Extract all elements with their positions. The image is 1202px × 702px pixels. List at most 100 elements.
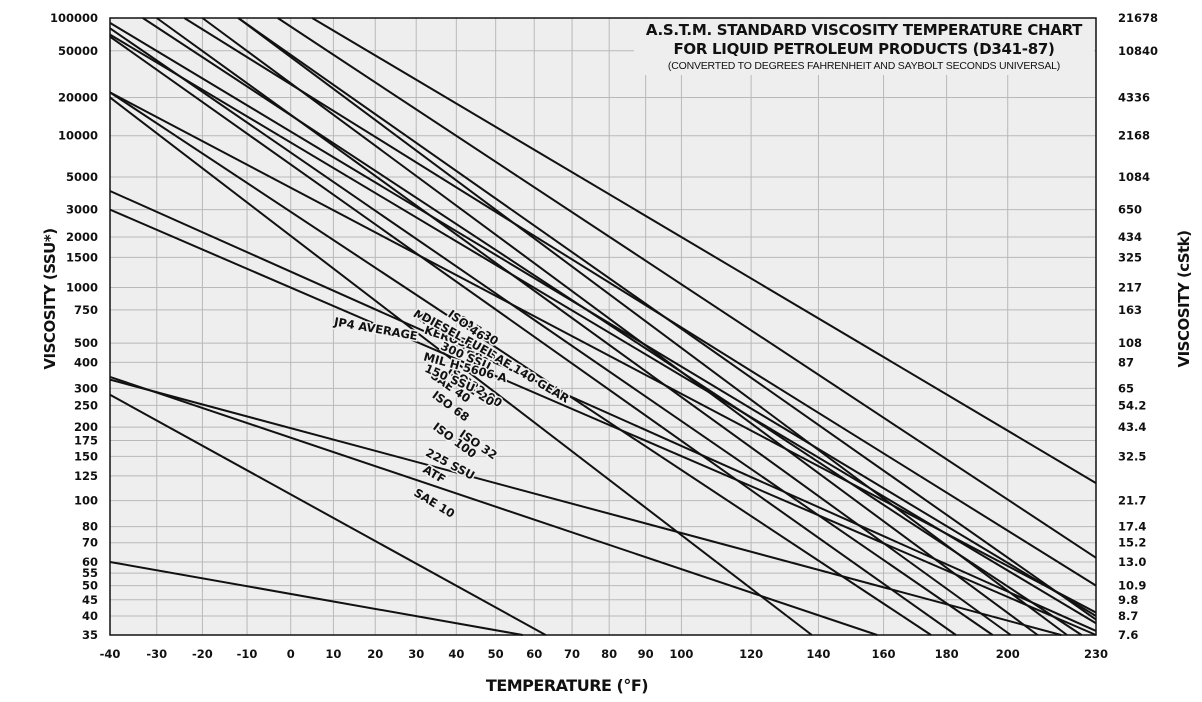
series-line [311,17,1097,484]
y-tick-label-left: 2000 [66,230,98,244]
x-tick-label: -20 [192,647,213,661]
y-tick-label-left: 150 [74,449,98,463]
y-tick-label-left: 300 [74,381,98,395]
series-line [109,91,932,636]
y-tick-label-left: 250 [74,398,98,412]
series-line [109,21,1097,617]
chart-title-block: A.S.T.M. STANDARD VISCOSITY TEMPERATURE … [634,19,1094,75]
y-tick-label-left: 60 [82,555,98,569]
y-tick-label-left: 5000 [66,170,98,184]
y-tick-label-right: 13.0 [1118,555,1146,569]
y-tick-label-left: 100 [74,494,98,508]
series-line [109,27,994,636]
series-line [109,91,1097,614]
x-tick-label: 230 [1084,647,1108,661]
x-tick-labels: -40 -30 -20 -10 0 10 20 30 40 50 60 70 80 90 100 120 140… [100,647,1108,661]
y-tick-label-right: 32.5 [1118,449,1146,463]
x-tick-label: 180 [935,647,959,661]
y-tick-label-left: 1500 [66,250,98,264]
y-tick-label-left: 125 [74,469,98,483]
y-tick-label-right: 10.9 [1118,579,1146,593]
x-tick-label: 70 [564,647,580,661]
y-tick-label-left: 400 [74,355,98,369]
y-tick-label-left: 100000 [50,11,98,25]
y-tick-label-right: 163 [1118,303,1142,317]
series-line [109,190,1097,632]
x-tick-label: 140 [806,647,830,661]
x-tick-label: -10 [237,647,258,661]
x-tick-label: 120 [739,647,763,661]
y-tick-label-left: 35 [82,628,98,642]
series-line [109,393,547,636]
x-tick-label: 100 [669,647,693,661]
y-tick-label-right: 65 [1118,381,1134,395]
x-tick-label: 30 [408,647,424,661]
chart-subtitle: FOR LIQUID PETROLEUM PRODUCTS (D341-87) [673,40,1055,58]
series-line [109,375,878,636]
y-tick-label-right: 87 [1118,355,1134,369]
y-tick-labels-right: 21678 10840 4336 2168 1084 650 434 325 217 163 108… [1118,11,1158,642]
series-line [109,96,813,636]
x-tick-label: 20 [367,647,383,661]
y-axis-label-left: VISCOSITY (SSU*) [41,228,59,370]
y-tick-label-right: 17.4 [1118,520,1146,534]
series-line [277,17,1097,559]
y-tick-label-left: 750 [74,303,98,317]
plot-frame [109,17,1097,636]
y-tick-label-left: 200 [74,420,98,434]
x-tick-label: 0 [287,647,295,661]
y-tick-label-left: 50000 [58,44,98,58]
y-tick-label-left: 500 [74,336,98,350]
y-tick-label-right: 108 [1118,336,1142,350]
y-tick-label-right: 2168 [1118,129,1150,143]
y-tick-label-right: 43.4 [1118,420,1146,434]
series-line [237,17,1068,636]
series-lines [109,17,1097,636]
y-tick-label-right: 1084 [1118,170,1150,184]
y-axis-label-right: VISCOSITY (cStk) [1175,230,1193,368]
y-tick-label-right: 15.2 [1118,536,1146,550]
y-tick-label-left: 55 [82,566,98,580]
x-tick-label: 40 [448,647,464,661]
series-line [109,208,1097,636]
y-tick-label-left: 3000 [66,203,98,217]
y-tick-label-right: 9.8 [1118,593,1138,607]
y-tick-labels-left: 100000 50000 20000 10000 5000 3000 2000 1500 100… [50,11,98,642]
y-tick-label-right: 54.2 [1118,398,1146,412]
x-tick-label: 200 [996,647,1020,661]
x-axis-label: TEMPERATURE (°F) [485,676,649,695]
y-tick-label-right: 21678 [1118,11,1158,25]
y-tick-label-right: 650 [1118,203,1142,217]
x-tick-label: -40 [100,647,121,661]
series-line [183,17,1097,587]
series-line [156,17,1012,636]
series-line [201,17,1039,636]
y-tick-label-right: 10840 [1118,44,1158,58]
y-tick-label-right: 4336 [1118,90,1150,104]
y-tick-label-right: 8.7 [1118,609,1138,623]
y-tick-label-left: 20000 [58,90,98,104]
x-tick-label: -30 [146,647,167,661]
x-tick-label: 160 [872,647,896,661]
chart-note: (CONVERTED TO DEGREES FAHRENHEIT AND SAY… [667,60,1061,72]
chart-title: A.S.T.M. STANDARD VISCOSITY TEMPERATURE … [645,21,1083,39]
y-tick-label-left: 80 [82,520,98,534]
x-tick-label: 60 [526,647,542,661]
y-tick-label-left: 50 [82,579,98,593]
series-line [109,378,1062,636]
x-tick-label: 10 [325,647,341,661]
series-line [109,560,523,636]
x-tick-label: 90 [638,647,654,661]
y-tick-label-left: 10000 [58,129,98,143]
y-tick-label-left: 45 [82,593,98,607]
y-tick-label-left: 70 [82,536,98,550]
y-tick-label-right: 21.7 [1118,494,1146,508]
y-tick-label-right: 325 [1118,250,1142,264]
x-tick-label: 50 [488,647,504,661]
series-line [109,35,957,636]
y-tick-label-left: 175 [74,434,98,448]
y-tick-label-left: 1000 [66,280,98,294]
y-tick-label-left: 40 [82,609,98,623]
x-tick-label: 80 [601,647,617,661]
